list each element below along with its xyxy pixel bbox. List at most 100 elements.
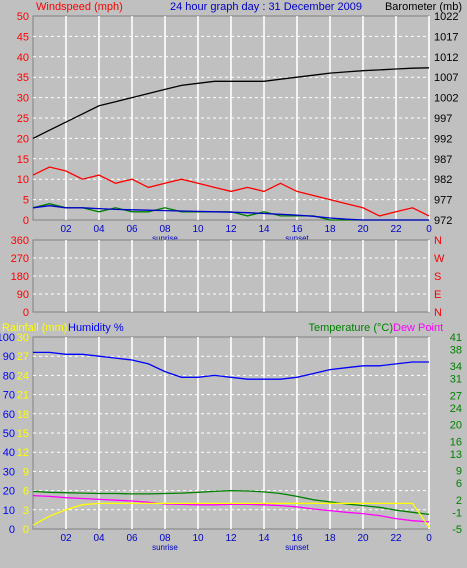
dewpoint-axis-label: Dew Point [393, 322, 443, 334]
direction-tick-label: 0 [23, 307, 29, 319]
barometer-tick-label: 1002 [434, 93, 458, 105]
rainfall-tick-label: 12 [17, 447, 29, 459]
temperature-axis-label: Temperature (°C) [309, 322, 393, 334]
dewpoint-line [32, 494, 430, 523]
rainfall-tick-label: 15 [17, 428, 29, 440]
humidity-line [33, 351, 429, 380]
x-tick-label: 04 [93, 224, 105, 235]
humidity-tick-label: 20 [3, 486, 15, 498]
barometer-tick-label: 997 [434, 113, 452, 125]
rainfall-tick-label: 3 [23, 505, 29, 517]
humidity-tick-label: 100 [0, 332, 15, 344]
x-tick-label: 20 [357, 224, 369, 235]
x-tick-label: 14 [258, 224, 270, 235]
rainfall-line [32, 502, 430, 528]
x-tick-label: 12 [225, 224, 237, 235]
windspeed-tick-label: 25 [17, 113, 29, 125]
average-wind-line [32, 205, 429, 221]
temperature-tick-label: 16 [450, 436, 462, 448]
temperature-tick-label: 6 [456, 478, 462, 490]
x-tick-label: 06 [126, 533, 138, 544]
compass-label: N [434, 307, 442, 319]
panel-wind-grid [33, 16, 430, 220]
panel-wind-x-ticks: 02 04 06 08 10 12 14 16 18 20 22 0 sunrise sunset [60, 224, 432, 243]
rainfall-tick-label: 6 [23, 486, 29, 498]
sunset-marker: sunset [285, 543, 309, 552]
compass-label: S [434, 271, 441, 283]
x-tick-label: 16 [291, 224, 303, 235]
humidity-tick-label: 90 [3, 351, 15, 363]
humidity-tick-label: 0 [9, 524, 15, 536]
x-tick-label: 08 [159, 533, 171, 544]
panel-temp-x-ticks: 02 04 06 08 10 12 14 16 18 20 22 0 sunrise sunset [60, 533, 432, 552]
windspeed-tick-label: 50 [17, 11, 29, 23]
windspeed-tick-label: 45 [17, 31, 29, 43]
rainfall-tick-label: 0 [23, 524, 29, 536]
barometer-tick-label: 977 [434, 195, 452, 207]
x-tick-label: 0 [426, 224, 432, 235]
humidity-tick-label: 40 [3, 447, 15, 459]
barometer-tick-label: 1022 [434, 11, 458, 23]
barometer-tick-label: 982 [434, 174, 452, 186]
humidity-tick-label: 80 [3, 370, 15, 382]
humidity-tick-label: 70 [3, 390, 15, 402]
sunrise-marker: sunrise [152, 543, 178, 552]
windspeed-tick-label: 30 [17, 93, 29, 105]
barometer-tick-label: 987 [434, 154, 452, 166]
direction-tick-label: 180 [11, 271, 29, 283]
temperature-tick-label: 27 [450, 390, 462, 402]
temperature-tick-label: 13 [450, 449, 462, 461]
x-tick-label: 16 [291, 533, 303, 544]
temperature-tick-label: 41 [450, 332, 462, 344]
temperature-tick-label: 20 [450, 420, 462, 432]
x-tick-label: 18 [324, 224, 336, 235]
x-tick-label: 20 [357, 533, 369, 544]
windspeed-axis-label: Windspeed (mph) [36, 1, 123, 13]
windspeed-tick-label: 20 [17, 133, 29, 145]
rainfall-tick-label: 27 [17, 351, 29, 363]
humidity-tick-label: 30 [3, 466, 15, 478]
direction-tick-label: 270 [11, 253, 29, 265]
barometer-tick-label: 1007 [434, 72, 458, 84]
barometer-ticks: 972 977 982 987 992 997 1002 1007 1012 1017 1022 [434, 11, 458, 227]
compass-label: W [434, 253, 445, 265]
humidity-ticks: 0 10 20 30 40 50 60 70 80 90 100 [0, 332, 15, 536]
panel-direction-grid [33, 240, 430, 312]
windspeed-tick-label: 40 [17, 52, 29, 64]
humidity-tick-label: 60 [3, 409, 15, 421]
chart-title: 24 hour graph day : 31 December 2009 [170, 1, 362, 13]
temperature-tick-label: -1 [452, 507, 462, 519]
x-tick-label: 04 [93, 533, 105, 544]
humidity-tick-label: 50 [3, 428, 15, 440]
windspeed-tick-label: 35 [17, 72, 29, 84]
rainfall-tick-label: 24 [17, 370, 29, 382]
compass-label: N [434, 235, 442, 247]
windspeed-ticks: 0 5 10 15 20 25 30 35 40 45 50 [17, 11, 29, 227]
humidity-tick-label: 10 [3, 505, 15, 517]
panel-temp-series [32, 351, 430, 528]
x-tick-label: 10 [192, 224, 204, 235]
x-tick-label: 0 [426, 533, 432, 544]
direction-ticks: 0 90 180 270 360 [11, 235, 29, 319]
barometer-tick-label: 1017 [434, 31, 458, 43]
temperature-tick-label: 38 [450, 345, 462, 357]
rainfall-tick-label: 18 [17, 409, 29, 421]
rainfall-tick-label: 21 [17, 390, 29, 402]
temperature-line [32, 489, 430, 516]
x-tick-label: 02 [60, 533, 72, 544]
x-tick-label: 08 [159, 224, 171, 235]
temperature-tick-label: 2 [456, 495, 462, 507]
barometer-axis-label: Barometer (mb) [385, 1, 462, 13]
x-tick-label: 06 [126, 224, 138, 235]
panel-wind-series [32, 67, 430, 221]
x-tick-label: 02 [60, 224, 72, 235]
rainfall-tick-label: 9 [23, 466, 29, 478]
x-tick-label: 10 [192, 533, 204, 544]
barometer-tick-label: 1012 [434, 52, 458, 64]
temperature-tick-label: -5 [452, 524, 462, 536]
sunset-marker: sunset [285, 234, 309, 243]
compass-label: E [434, 289, 441, 301]
